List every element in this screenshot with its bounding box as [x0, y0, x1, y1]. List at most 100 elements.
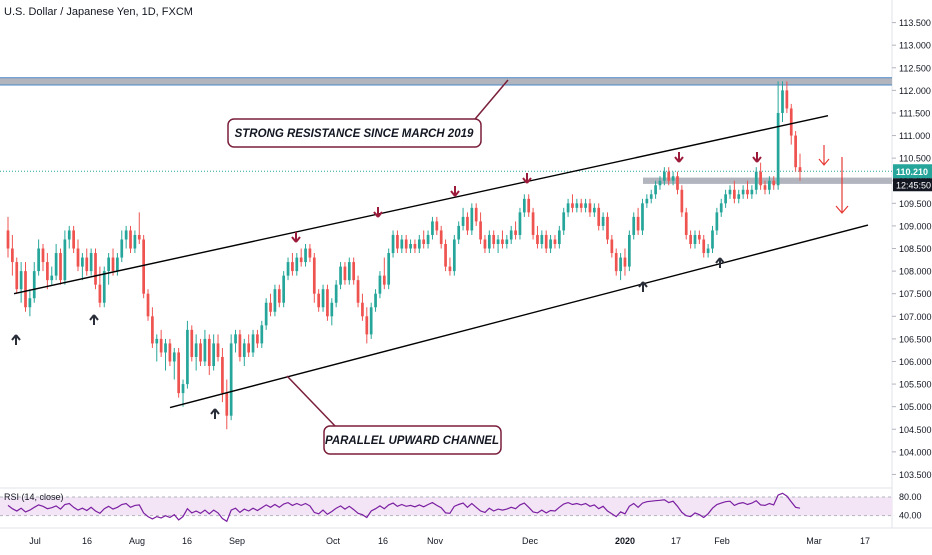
candle-body[interactable] [251, 334, 255, 353]
candle-body[interactable] [15, 262, 19, 290]
candle-body[interactable] [330, 302, 334, 317]
candle-body[interactable] [785, 90, 789, 109]
candle-body[interactable] [129, 230, 132, 249]
candle-body[interactable] [781, 90, 784, 113]
candle-body[interactable] [588, 203, 592, 213]
candle-body[interactable] [168, 343, 172, 362]
candle-body[interactable] [693, 234, 697, 244]
candle-body[interactable] [641, 203, 644, 231]
candle-body[interactable] [374, 293, 377, 308]
candle-body[interactable] [107, 257, 110, 272]
candle-body[interactable] [172, 352, 176, 362]
candle-body[interactable] [750, 189, 754, 195]
candle-body[interactable] [417, 239, 421, 249]
candle-body[interactable] [667, 171, 671, 181]
candle-body[interactable] [457, 225, 461, 240]
candle-body[interactable] [505, 239, 509, 244]
candle-body[interactable] [343, 266, 347, 281]
candle-body[interactable] [557, 230, 561, 244]
candle-body[interactable] [146, 293, 150, 317]
candle-body[interactable] [522, 198, 526, 213]
candle-body[interactable] [540, 234, 544, 244]
candle-body[interactable] [312, 257, 316, 294]
candle-body[interactable] [54, 253, 58, 276]
candle-body[interactable] [94, 253, 97, 285]
candle-body[interactable] [627, 234, 631, 267]
candle-body[interactable] [592, 207, 596, 213]
candle-body[interactable] [352, 262, 356, 281]
candle-body[interactable] [159, 338, 163, 353]
candle-body[interactable] [439, 230, 443, 244]
channel-upper-line[interactable] [13, 114, 829, 295]
candle-body[interactable] [584, 203, 587, 208]
candle-body[interactable] [19, 271, 23, 290]
candle-body[interactable] [728, 189, 732, 195]
candle-body[interactable] [76, 248, 80, 267]
candle-body[interactable] [794, 135, 797, 168]
candle-body[interactable] [689, 234, 692, 244]
candle-body[interactable] [347, 262, 351, 281]
candle-body[interactable] [483, 239, 487, 249]
candle-body[interactable] [698, 234, 701, 240]
candle-body[interactable] [798, 167, 802, 172]
candle-body[interactable] [282, 275, 286, 303]
candle-body[interactable] [378, 275, 382, 294]
candle-body[interactable] [706, 248, 710, 254]
resistance-zone[interactable] [0, 77, 892, 85]
channel-annotation-box[interactable] [323, 425, 502, 455]
candle-body[interactable] [365, 316, 369, 335]
candle-body[interactable] [46, 262, 49, 281]
candle-body[interactable] [662, 171, 666, 181]
candle-body[interactable] [85, 257, 89, 272]
candle-body[interactable] [256, 334, 259, 344]
candle-body[interactable] [562, 212, 566, 231]
candle-body[interactable] [601, 216, 605, 226]
candle-body[interactable] [501, 239, 504, 244]
candle-body[interactable] [242, 343, 246, 357]
candle-body[interactable] [190, 329, 194, 357]
candle-body[interactable] [50, 275, 54, 281]
candle-body[interactable] [776, 112, 780, 186]
candle-body[interactable] [536, 234, 539, 244]
candle-body[interactable] [492, 234, 496, 244]
candle-body[interactable] [6, 230, 10, 249]
candle-body[interactable] [741, 189, 745, 195]
candle-body[interactable] [636, 216, 640, 231]
candle-body[interactable] [737, 194, 741, 199]
candle-body[interactable] [356, 280, 360, 303]
candle-body[interactable] [426, 234, 430, 244]
candle-body[interactable] [291, 262, 294, 272]
candle-body[interactable] [369, 307, 373, 335]
candle-body[interactable] [391, 234, 395, 254]
candle-body[interactable] [124, 230, 128, 240]
candle-body[interactable] [448, 266, 452, 272]
candle-body[interactable] [269, 302, 272, 312]
candle-body[interactable] [527, 198, 531, 213]
candle-body[interactable] [28, 298, 32, 308]
candle-body[interactable] [654, 185, 657, 195]
candle-body[interactable] [470, 207, 474, 231]
candle-body[interactable] [658, 180, 662, 186]
candle-body[interactable] [321, 289, 325, 308]
candle-body[interactable] [260, 325, 264, 344]
candle-body[interactable] [339, 266, 342, 285]
candle-body[interactable] [518, 212, 522, 235]
candle-body[interactable] [194, 343, 198, 357]
candle-body[interactable] [216, 343, 220, 357]
candle-body[interactable] [623, 257, 627, 267]
candle-body[interactable] [571, 203, 574, 208]
candle-body[interactable] [229, 343, 233, 416]
candle-body[interactable] [531, 212, 535, 235]
candle-body[interactable] [299, 257, 303, 263]
candle-body[interactable] [496, 239, 500, 244]
candle-body[interactable] [177, 352, 181, 394]
candle-body[interactable] [431, 221, 434, 235]
candle-body[interactable] [549, 239, 552, 249]
candle-body[interactable] [597, 207, 601, 226]
candle-body[interactable] [164, 343, 167, 353]
candle-body[interactable] [361, 302, 364, 317]
support-zone[interactable] [643, 177, 892, 184]
candle-body[interactable] [212, 343, 216, 366]
candle-body[interactable] [671, 176, 675, 181]
